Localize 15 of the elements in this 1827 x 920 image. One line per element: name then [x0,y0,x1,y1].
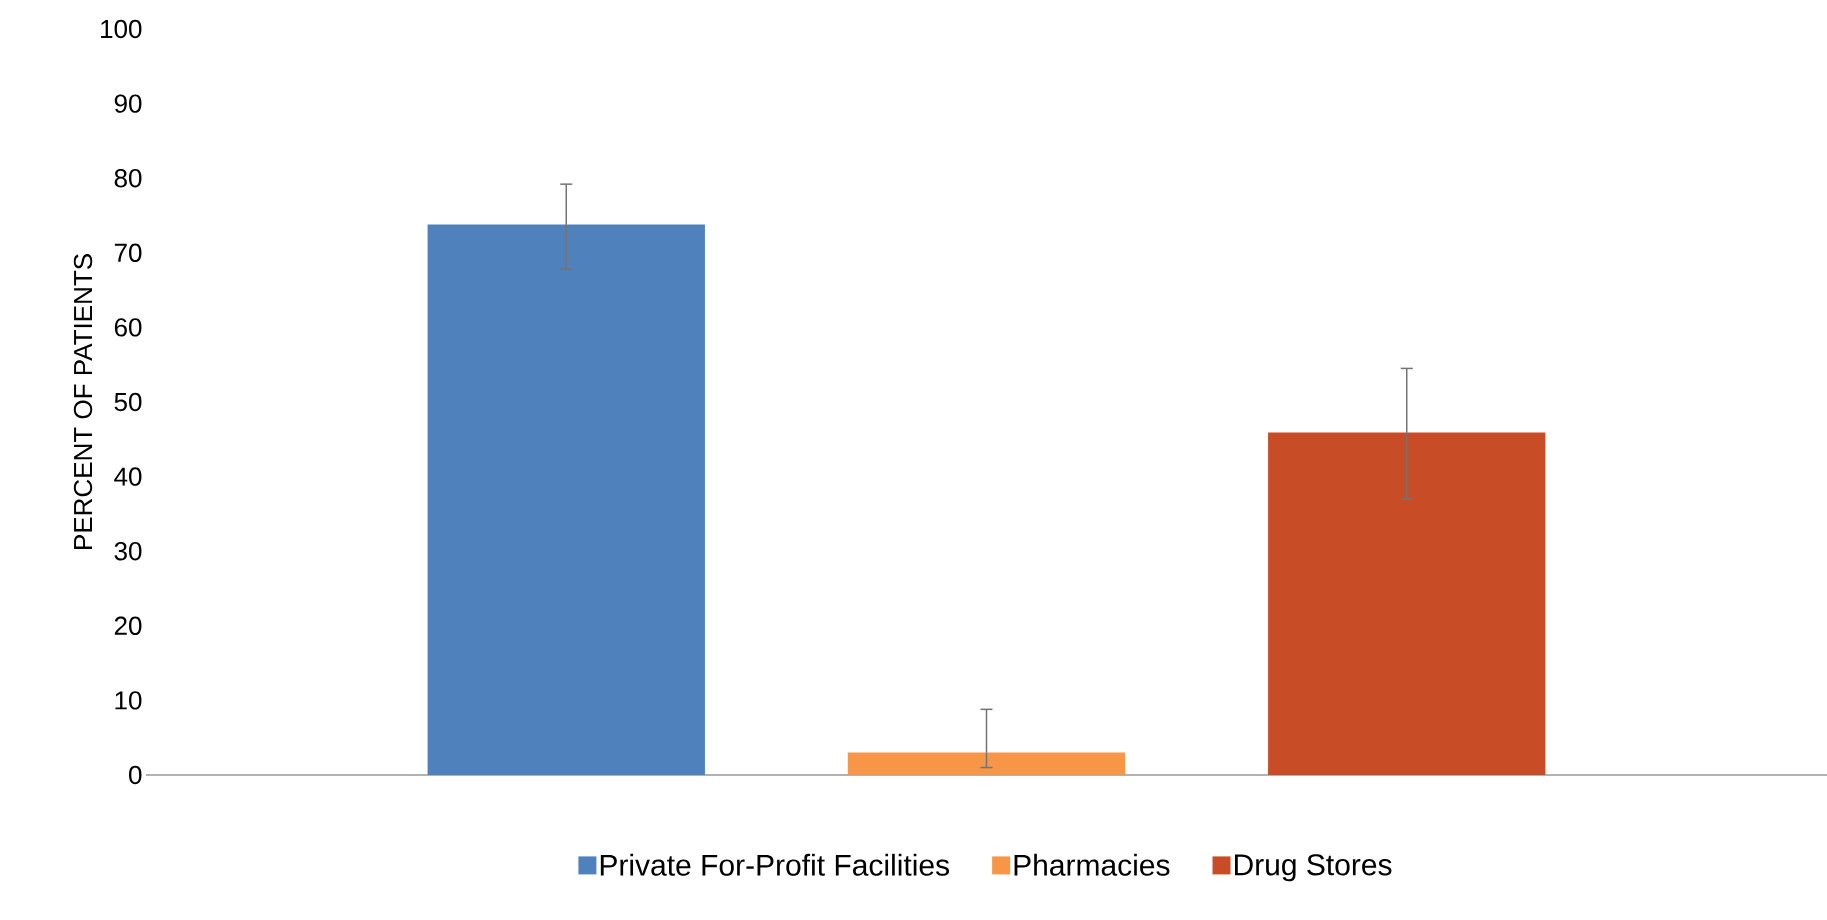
y-tick-label: 90 [114,94,142,113]
y-tick-label: 50 [114,392,142,412]
y-tick-label: 60 [114,318,142,337]
y-tick-label: 70 [114,243,142,262]
y-tick-label: 10 [115,691,142,710]
legend-label: Pharmacies [1014,853,1170,876]
legend-label: Private For-Profit Facilities [600,853,949,876]
y-tick-label: 30 [114,541,142,561]
y-tick-label: 100 [101,19,142,39]
y-tick-label: 0 [129,765,142,785]
y-axis-title: PERCENT OF PATIENTS [73,254,93,549]
y-tick-label: 40 [114,467,142,486]
y-tick-label: 80 [114,168,142,188]
legend-label: Drug Stores [1234,854,1392,882]
y-tick-label: 20 [114,616,142,635]
